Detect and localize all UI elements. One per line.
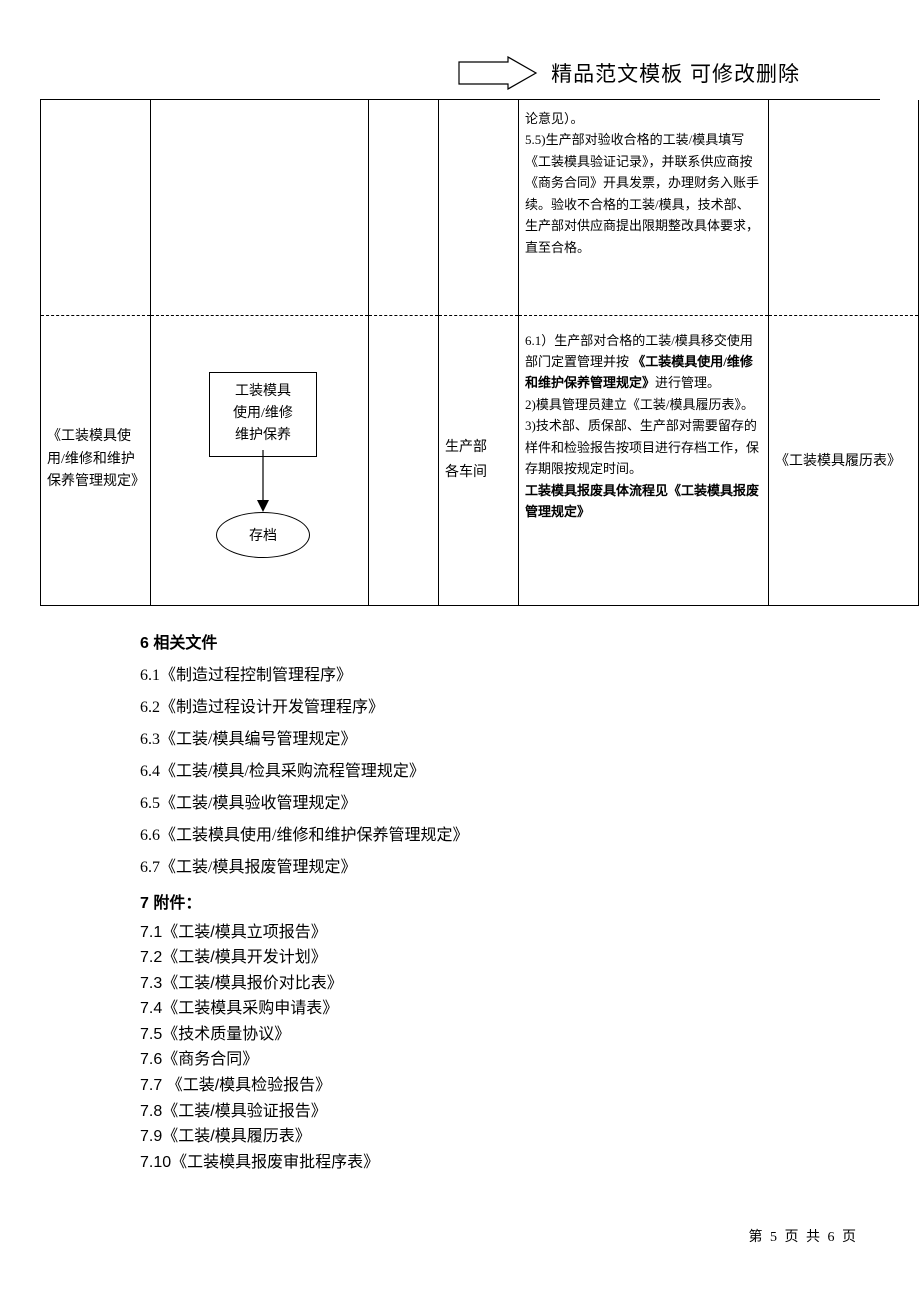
text: 《工装模具履历表》 — [775, 454, 901, 469]
table-row: 《工装模具使用/维修和维护保养管理规定》 工装模具 使用/维修 维护保养 存档 — [41, 315, 919, 605]
list-item: 6.4《工装/模具/检具采购流程管理规定》 — [140, 756, 780, 788]
text-bold: 工装模具报废具体流程见《工装模具报废管理规定》 — [525, 483, 759, 519]
list-item: 7.2《工装/模具开发计划》 — [140, 945, 780, 971]
arrow-down-icon — [253, 450, 273, 519]
list-item: 6.1《制造过程控制管理程序》 — [140, 660, 780, 692]
section-7-title: 7 附件： — [140, 888, 780, 920]
list-item: 7.10《工装模具报废审批程序表》 — [140, 1150, 780, 1176]
cell-blank — [369, 315, 439, 605]
section-6-list: 6.1《制造过程控制管理程序》6.2《制造过程设计开发管理程序》6.3《工装/模… — [140, 660, 780, 884]
list-item: 6.5《工装/模具验收管理规定》 — [140, 788, 780, 820]
list-item: 6.7《工装/模具报废管理规定》 — [140, 852, 780, 884]
list-item: 7.4《工装模具采购申请表》 — [140, 996, 780, 1022]
list-item: 7.3《工装/模具报价对比表》 — [140, 971, 780, 997]
list-item: 7.5《技术质量协议》 — [140, 1022, 780, 1048]
text: 使用/维修 — [214, 403, 312, 425]
text: 工装模具 — [214, 381, 312, 403]
cell-dept: 生产部 各车间 — [439, 315, 519, 605]
section-7-list: 7.1《工装/模具立项报告》7.2《工装/模具开发计划》7.3《工装/模具报价对… — [140, 920, 780, 1176]
list-item: 6.2《制造过程设计开发管理程序》 — [140, 692, 780, 724]
page-header: 精品范文模板 可修改删除 — [40, 54, 880, 100]
text: 2)模具管理员建立《工装/模具履历表》。 — [525, 397, 754, 412]
body-content: 6 相关文件 6.1《制造过程控制管理程序》6.2《制造过程设计开发管理程序》6… — [40, 606, 880, 1176]
text: 进行管理。 — [655, 375, 720, 390]
list-item: 6.6《工装模具使用/维修和维护保养管理规定》 — [140, 820, 780, 852]
flow-box-use-maintain: 工装模具 使用/维修 维护保养 — [209, 372, 317, 457]
cell-dept — [439, 100, 519, 315]
list-item: 7.6《商务合同》 — [140, 1047, 780, 1073]
text: 各车间 — [445, 460, 512, 485]
header-title: 精品范文模板 可修改删除 — [551, 58, 800, 88]
page-number: 第 5 页 共 6 页 — [749, 1226, 859, 1246]
arrow-right-icon — [458, 56, 538, 90]
list-item: 6.3《工装/模具编号管理规定》 — [140, 724, 780, 756]
section-6-title: 6 相关文件 — [140, 628, 780, 660]
process-table: 论意见）。 5.5)生产部对验收合格的工装/模具填写《工装模具验证记录》，并联系… — [40, 100, 919, 606]
cell-blank — [369, 100, 439, 315]
text: 生产部 — [445, 435, 512, 460]
list-item: 7.9《工装/模具履历表》 — [140, 1124, 780, 1150]
cell-desc: 论意见）。 5.5)生产部对验收合格的工装/模具填写《工装模具验证记录》，并联系… — [519, 100, 769, 315]
table-row: 论意见）。 5.5)生产部对验收合格的工装/模具填写《工装模具验证记录》，并联系… — [41, 100, 919, 315]
cell-record — [769, 100, 919, 315]
cell-desc: 6.1）生产部对合格的工装/模具移交使用部门定置管理并按 《工装模具使用/维修和… — [519, 315, 769, 605]
cell-flow: 工装模具 使用/维修 维护保养 存档 — [151, 315, 369, 605]
page: 精品范文模板 可修改删除 论意见）。 5.5)生产部对验收合格的工装/模具填写《… — [0, 0, 920, 1302]
cell-ref: 《工装模具使用/维修和维护保养管理规定》 — [41, 315, 151, 605]
flow-oval-archive: 存档 — [216, 512, 310, 558]
list-item: 7.8《工装/模具验证报告》 — [140, 1099, 780, 1125]
cell-record: 《工装模具履历表》 — [769, 315, 919, 605]
text: 维护保养 — [214, 425, 312, 447]
list-item: 7.1《工装/模具立项报告》 — [140, 920, 780, 946]
list-item: 7.7 《工装/模具检验报告》 — [140, 1073, 780, 1099]
text: 《工装模具使用/维修和维护保养管理规定》 — [47, 429, 145, 489]
text: 3)技术部、质保部、生产部对需要留存的样件和检验报告按项目进行存档工作，保存期限… — [525, 418, 759, 476]
desc-text: 论意见）。 5.5)生产部对验收合格的工装/模具填写《工装模具验证记录》，并联系… — [525, 108, 762, 258]
cell-flow — [151, 100, 369, 315]
cell-ref — [41, 100, 151, 315]
text: 存档 — [249, 525, 277, 545]
